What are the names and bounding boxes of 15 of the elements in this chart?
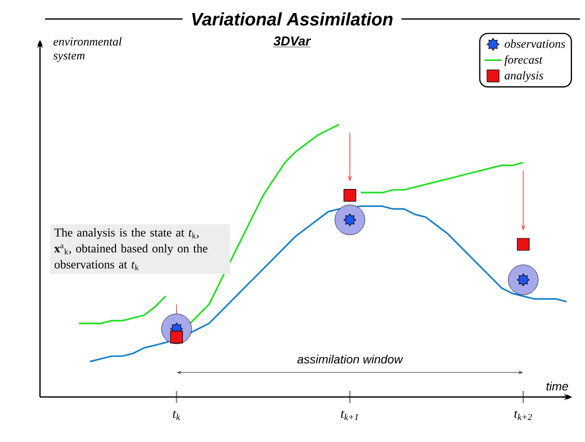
point [516,238,530,251]
x-tick-label: t$_{k}$ [173,410,180,420]
x-tick-label: t$_{k+1}$ [341,410,358,420]
text: environmental system [53,37,122,62]
legend-label: analysis [504,71,544,82]
x-tick-label: t$_{k+2}$ [514,410,532,420]
text: The analysis is the state at t$_{k}$, x$^{a}$$_{k}$, obtained based only on the observations at t$_{k}$ [54,228,208,270]
legend-label: observations [504,39,566,48]
point [170,330,183,344]
chart-subtitle: 3DVar [274,36,312,46]
point [344,189,356,202]
x-axis-title: time [546,382,568,390]
chart-title: Variational Assimilation [192,12,393,26]
legend-label: forecast [504,55,543,66]
annotation: assimilation window [297,354,404,364]
